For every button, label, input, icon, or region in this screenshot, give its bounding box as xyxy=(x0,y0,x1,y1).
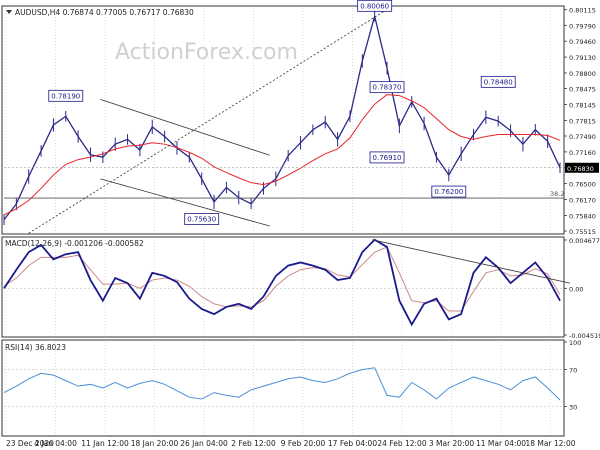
symbol-header-text: AUDUSD,H4 0.76874 0.77005 0.76717 0.7683… xyxy=(15,8,194,17)
y-tick-label: 0.78800 xyxy=(569,70,596,78)
x-tick-label: 3 Mar 20:00 xyxy=(429,439,475,448)
symbol-header: AUDUSD,H4 0.76874 0.77005 0.76717 0.7683… xyxy=(6,8,194,17)
rsi-panel-frame xyxy=(1,339,565,437)
macd-signal-line xyxy=(3,246,561,312)
dashed-trend-line xyxy=(28,9,388,234)
macd-panel-frame xyxy=(1,236,565,338)
rsi-label: RSI(14) 36.8023 xyxy=(5,343,66,352)
macd-label: MACD(12,26,9) -0.001206 -0.000582 xyxy=(5,239,144,248)
x-tick-label: 11 Mar 04:00 xyxy=(476,439,526,448)
price-annotation-box xyxy=(369,81,405,94)
y-tick-label: 0.75515 xyxy=(569,228,596,236)
x-tick-label: 26 Jan 04:00 xyxy=(180,439,228,448)
macd-y-tick-label: 0.00 xyxy=(569,285,583,293)
price-annotation-label: 0.78370 xyxy=(373,84,402,92)
y-tick-label: 0.76500 xyxy=(569,181,596,189)
price-annotation-label: 0.78480 xyxy=(484,78,513,86)
y-tick-label: 0.79460 xyxy=(569,38,596,46)
y-tick-label: 0.77490 xyxy=(569,133,596,141)
current-price-box xyxy=(565,162,599,173)
y-tick-label: 0.78145 xyxy=(569,101,596,109)
rsi-y-tick-label: 70 xyxy=(569,367,577,375)
price-annotation-box xyxy=(357,0,393,12)
moving-average-line xyxy=(3,94,561,216)
rsi-y-tick-label: 100 xyxy=(569,339,581,347)
x-tick-label: 18 Mar 12:00 xyxy=(525,439,575,448)
x-tick-label: 11 Jan 12:00 xyxy=(81,439,129,448)
moving-average-series xyxy=(3,94,561,216)
macd-trend-line xyxy=(372,239,570,284)
macd-y-tick-label: -0.004519 xyxy=(569,332,600,340)
y-tick-label: 0.77815 xyxy=(569,117,596,125)
x-tick-label: 2 Feb 12:00 xyxy=(231,439,276,448)
triangle-down-icon xyxy=(6,10,12,14)
grid-layer xyxy=(5,8,551,434)
y-tick-label: 0.78475 xyxy=(569,86,596,94)
trend-lines: 38.2 xyxy=(4,9,564,234)
rsi-y-tick-label: 30 xyxy=(569,403,577,411)
current-price-label: 0.76830 xyxy=(567,165,594,173)
channel-upper-line xyxy=(100,99,270,156)
price-annotation-box xyxy=(431,185,467,198)
channel-lower-line xyxy=(100,178,270,227)
y-tick-label: 0.77160 xyxy=(569,149,596,157)
y-tick-label: 0.75840 xyxy=(569,212,596,220)
price-annotation-label: 0.78190 xyxy=(51,92,80,100)
watermark-text: ActionForex.com xyxy=(115,40,298,65)
price-annotation-box xyxy=(369,151,405,164)
macd-series xyxy=(3,238,570,327)
x-tick-label: 18 Jan 20:00 xyxy=(131,439,179,448)
macd-y-tick-label: 0.004677 xyxy=(569,237,600,245)
macd-line xyxy=(3,238,561,327)
y-tick-label: 0.79130 xyxy=(569,54,596,62)
price-annotations: 0.78190 0.75630 0.80060 0.78370 0.76910 0.762… xyxy=(48,0,516,225)
y-tick-label: 0.79790 xyxy=(569,22,596,30)
price-annotation-label: 0.75630 xyxy=(187,216,216,224)
x-tick-label: 17 Feb 04:00 xyxy=(328,439,377,448)
y-tick-label: 0.80115 xyxy=(569,7,596,15)
x-tick-label: 4 Jan 04:00 xyxy=(34,439,77,448)
price-annotation-label: 0.76200 xyxy=(434,188,463,196)
fib-level-label: 38.2 xyxy=(550,190,564,198)
rsi-series xyxy=(3,367,564,407)
price-annotation-box xyxy=(48,89,84,102)
price-annotation-box xyxy=(184,213,220,225)
price-annotation-label: 0.76910 xyxy=(373,154,402,162)
x-tick-label: 24 Feb 12:00 xyxy=(377,439,426,448)
x-tick-label: 9 Feb 20:00 xyxy=(281,439,326,448)
price-annotation-label: 0.80060 xyxy=(360,2,389,10)
price-annotation-box xyxy=(480,75,516,88)
x-tick-label: 23 Dec 2020 xyxy=(6,439,54,448)
rsi-line xyxy=(3,367,561,401)
y-tick-label: 0.76170 xyxy=(569,197,596,205)
